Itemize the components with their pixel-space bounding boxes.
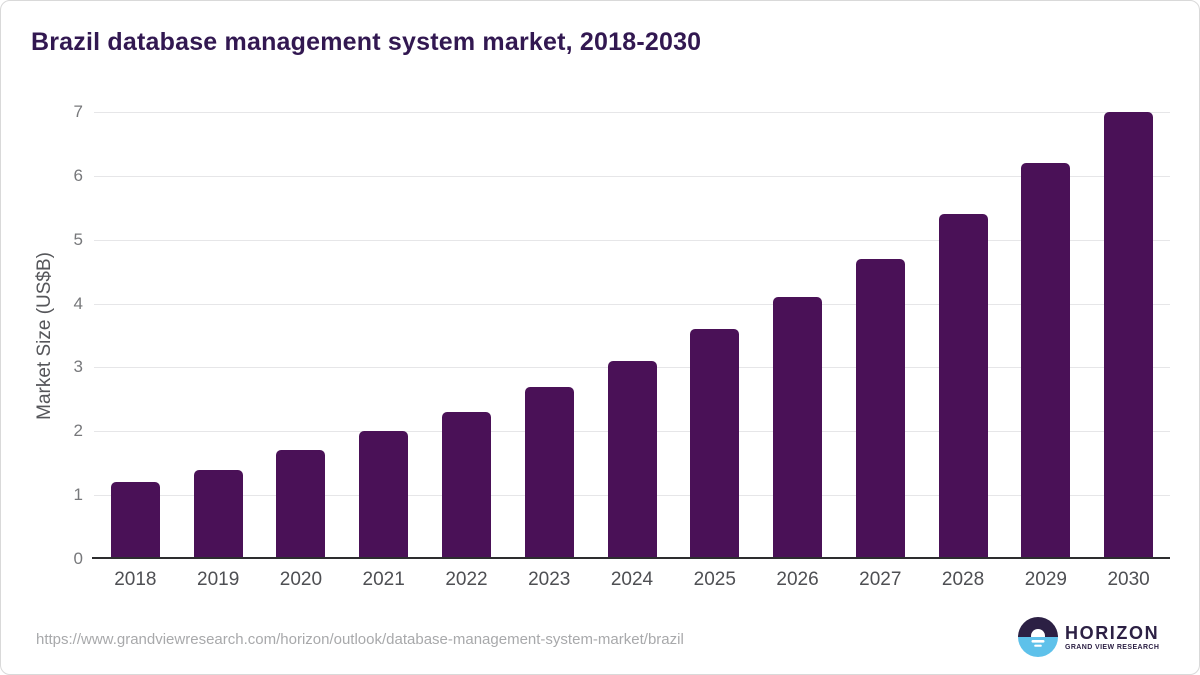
plot-area [92, 112, 1170, 559]
x-tick-label-2018: 2018 [114, 569, 157, 590]
bar-2026[interactable] [773, 297, 823, 557]
x-tick-label-2024: 2024 [610, 569, 654, 590]
bar-2022[interactable] [441, 412, 491, 557]
bar-2019[interactable] [193, 469, 243, 557]
y-axis-tick-labels: 0 1 2 3 4 5 6 7 [1, 102, 83, 568]
horizon-logo: HORIZON GRAND VIEW RESEARCH [1018, 617, 1159, 657]
bar-2021[interactable] [359, 431, 409, 557]
y-tick-label-4: 4 [73, 293, 83, 313]
x-tick-label-2020: 2020 [279, 569, 323, 590]
bar-2018[interactable] [110, 482, 160, 557]
gridline-4 [94, 303, 1170, 305]
bar-2024[interactable] [607, 361, 657, 557]
bar-2028[interactable] [938, 214, 988, 557]
bar-2025[interactable] [690, 329, 740, 557]
bar-2027[interactable] [855, 258, 905, 557]
gridline-7 [94, 112, 1170, 113]
y-tick-label-0: 0 [73, 549, 83, 568]
bar-2029[interactable] [1021, 163, 1071, 557]
logo-wordmark: HORIZON [1065, 623, 1160, 643]
x-tick-label-2029: 2029 [1024, 569, 1067, 590]
x-tick-label-2023: 2023 [528, 569, 571, 590]
y-tick-label-1: 1 [73, 485, 83, 505]
x-axis-tick-labels: 2018 2019 2020 2021 2022 2023 2024 2025 2026 2027… [94, 569, 1170, 595]
y-tick-label-5: 5 [73, 229, 83, 249]
horizon-logo-text: HORIZON GRAND VIEW RESEARCH [1065, 623, 1159, 651]
y-tick-label-3: 3 [73, 357, 83, 377]
y-tick-label-6: 6 [73, 165, 83, 185]
bar-2023[interactable] [524, 386, 574, 557]
x-tick-label-2026: 2026 [776, 569, 819, 590]
x-tick-label-2027: 2027 [859, 569, 902, 590]
x-tick-label-2021: 2021 [362, 569, 405, 590]
y-tick-label-2: 2 [73, 421, 83, 441]
gridline-5 [94, 239, 1170, 241]
bar-2030[interactable] [1104, 112, 1154, 557]
horizon-sun-icon [1018, 617, 1058, 657]
x-tick-label-2019: 2019 [197, 569, 240, 590]
x-tick-label-2030: 2030 [1107, 569, 1150, 590]
bar-2020[interactable] [276, 450, 326, 557]
x-tick-label-2028: 2028 [941, 569, 985, 590]
gridline-6 [94, 175, 1170, 177]
source-url: https://www.grandviewresearch.com/horizo… [36, 631, 684, 648]
chart-title: Brazil database management system market… [31, 28, 702, 56]
x-tick-label-2022: 2022 [445, 569, 488, 590]
x-axis-line [92, 557, 1170, 559]
logo-subtitle: GRAND VIEW RESEARCH [1065, 644, 1160, 651]
y-tick-label-7: 7 [73, 102, 83, 121]
x-tick-label-2025: 2025 [693, 569, 736, 590]
